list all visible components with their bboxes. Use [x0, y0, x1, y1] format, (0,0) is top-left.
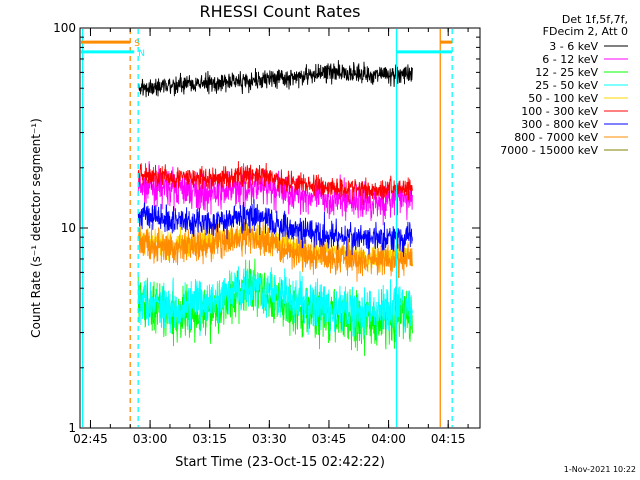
x-tick-label: 03:45	[312, 432, 347, 446]
legend-entry-label: 100 - 300 keV	[521, 105, 598, 118]
legend-header: Det 1f,5f,7f,	[562, 13, 628, 26]
y-tick-label: 100	[53, 21, 76, 35]
trace-25-50-kev	[137, 266, 413, 340]
annotation-label: N	[138, 49, 145, 59]
y-tick-label: 10	[61, 221, 76, 235]
legend-entry-label: 800 - 7000 keV	[514, 131, 598, 144]
legend-entry-label: 3 - 6 keV	[549, 40, 598, 53]
y-tick-label: 1	[68, 421, 76, 435]
x-tick-label: 03:15	[192, 432, 227, 446]
axes: 02:45 03:00 03:15 03:30 03:45 04:00 04:15 1 10 10…	[53, 21, 480, 446]
x-tick-label: 02:45	[73, 432, 108, 446]
trace-100-300-kev	[137, 161, 413, 206]
legend-entry-label: 25 - 50 keV	[535, 79, 598, 92]
trace-300-800-kev	[137, 199, 413, 257]
x-axis-label: Start Time (23-Oct-15 02:42:22)	[175, 455, 385, 470]
trace-6-12-kev	[137, 161, 413, 226]
y-axis-label: Count Rate (s⁻¹ detector segment⁻¹)	[29, 118, 43, 338]
chart-title: RHESSI Count Rates	[200, 2, 361, 21]
legend-entry-label: 7000 - 15000 keV	[500, 144, 598, 157]
legend-entry-label: 300 - 800 keV	[521, 118, 598, 131]
legend-header: FDecim 2, Att 0	[543, 25, 628, 38]
trace-3-6-kev	[137, 60, 413, 98]
trace-800-7000-kev	[137, 222, 413, 282]
legend-entry-label: 6 - 12 keV	[542, 53, 598, 66]
annotation-label: S	[134, 39, 140, 49]
legend-entry-label: 50 - 100 keV	[528, 92, 598, 105]
x-tick-label: 04:00	[371, 432, 406, 446]
x-tick-label: 04:15	[431, 432, 466, 446]
x-tick-label: 03:00	[133, 432, 168, 446]
series-traces	[137, 60, 413, 356]
x-tick-label: 03:30	[252, 432, 287, 446]
legend-entry-label: 12 - 25 keV	[535, 66, 598, 79]
time-markers: SN	[81, 29, 453, 427]
footer-date: 1-Nov-2021 10:22	[564, 465, 636, 474]
